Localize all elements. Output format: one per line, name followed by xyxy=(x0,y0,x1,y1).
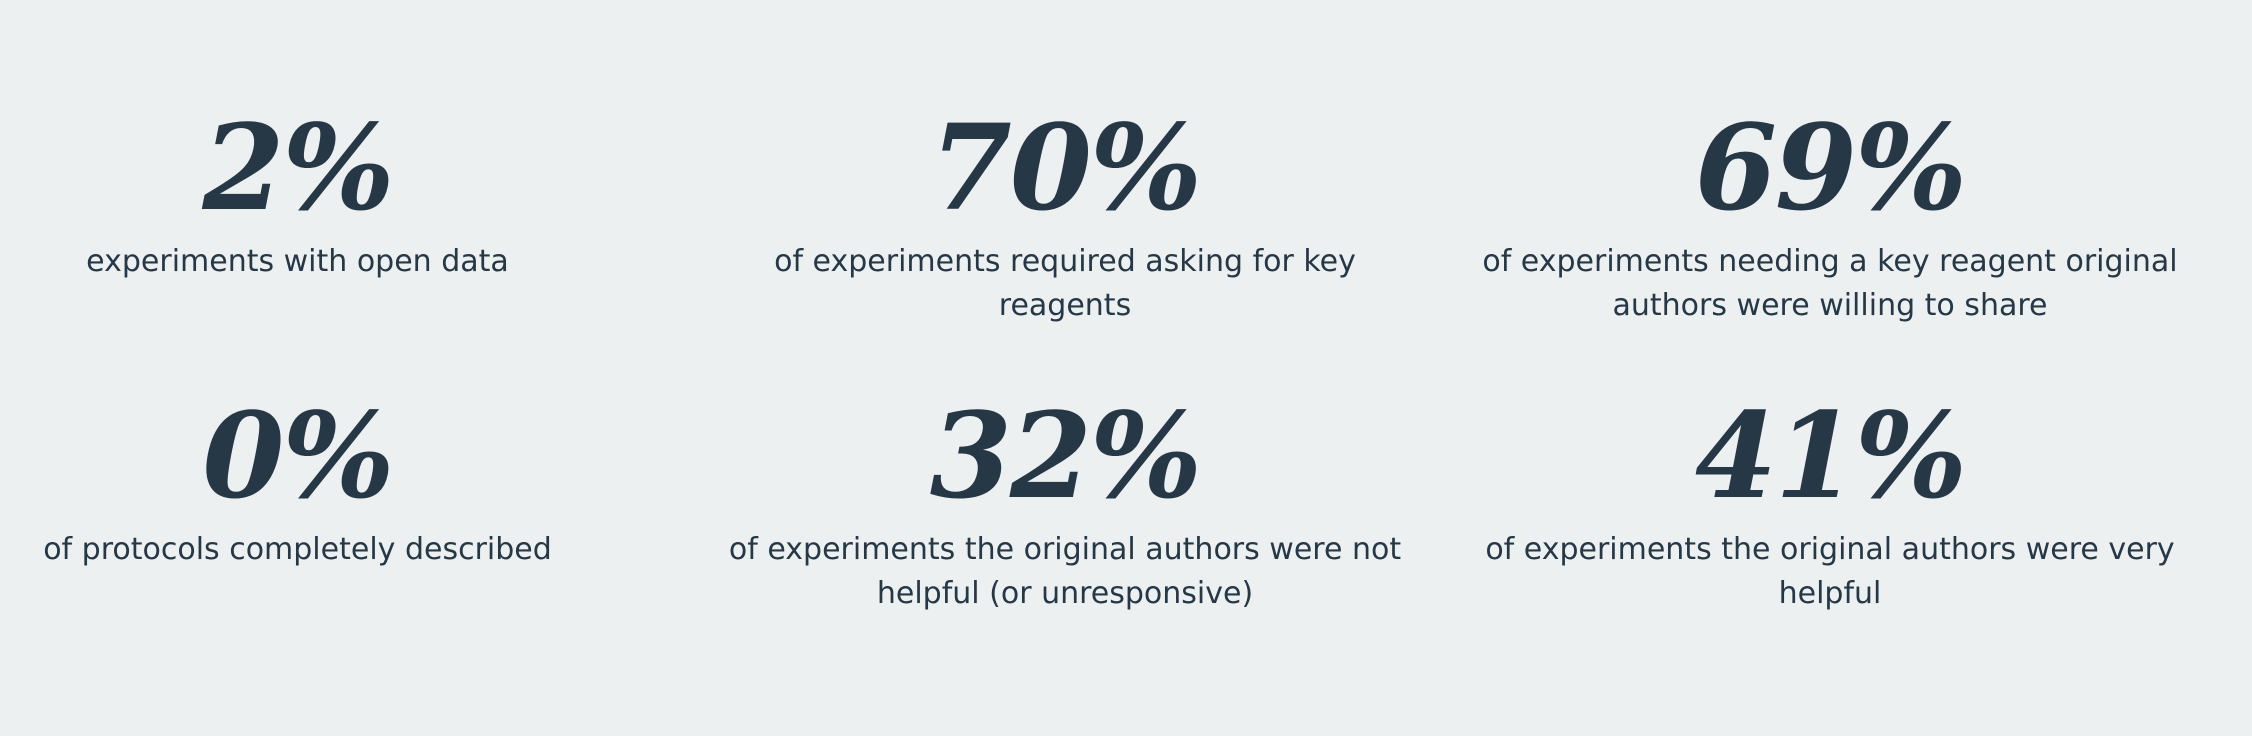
stat-protocols-described: 0% of protocols completely described xyxy=(0,396,595,572)
stat-label: of protocols completely described xyxy=(43,532,552,567)
stat-label: of experiments required asking for key r… xyxy=(774,244,1356,323)
stat-open-data: 2% experiments with open data xyxy=(0,108,595,284)
stat-value: 70% xyxy=(929,98,1202,237)
stat-value: 69% xyxy=(1694,98,1967,237)
stat-value: 41% xyxy=(1694,386,1967,525)
stat-value: 2% xyxy=(202,98,394,237)
stat-label: of experiments the original authors were… xyxy=(1485,532,2175,611)
stat-value: 0% xyxy=(202,386,394,525)
stat-label: experiments with open data xyxy=(86,244,509,279)
stat-label: of experiments the original authors were… xyxy=(728,532,1402,611)
stat-willing-to-share: 69% of experiments needing a key reagent… xyxy=(1460,108,2200,328)
stat-label: of experiments needing a key reagent ori… xyxy=(1482,244,2178,323)
stat-value: 32% xyxy=(929,386,1202,525)
stat-not-helpful: 32% of experiments the original authors … xyxy=(690,396,1440,616)
stat-key-reagents: 70% of experiments required asking for k… xyxy=(690,108,1440,328)
stat-very-helpful: 41% of experiments the original authors … xyxy=(1460,396,2200,616)
